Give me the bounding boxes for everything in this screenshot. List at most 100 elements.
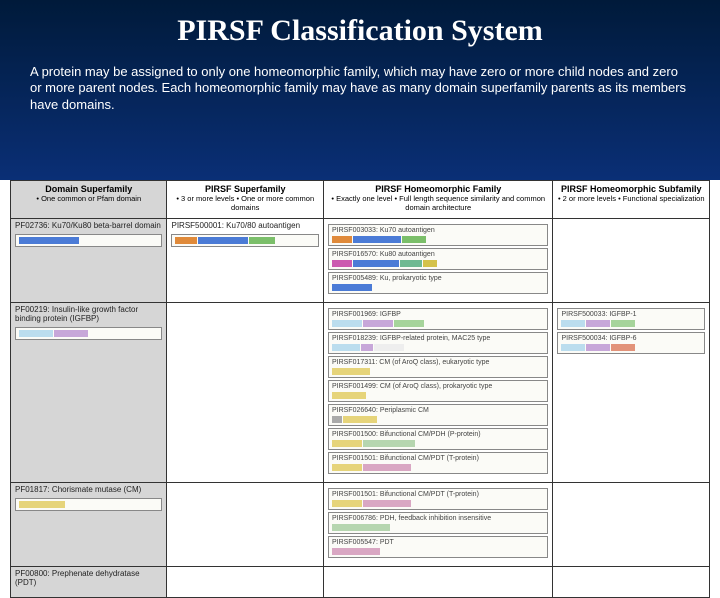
domain-segment	[561, 320, 585, 327]
domain-bar	[332, 368, 545, 375]
domain-segment	[249, 237, 275, 244]
sequence-label: PIRSF018239: IGFBP-related protein, MAC2…	[332, 335, 545, 342]
domain-bar	[561, 320, 701, 327]
domain-segment	[586, 320, 610, 327]
table-row: PF01817: Chorismate mutase (CM) PIRSF0015…	[11, 483, 710, 567]
column-header: PIRSF Homeomorphic Subfamily• 2 or more …	[553, 181, 710, 219]
domain-bar	[332, 416, 545, 423]
sequence-label: PIRSF026640: Periplasmic CM	[332, 407, 545, 414]
sequence-box: PIRSF017311: CM (of AroQ class), eukaryo…	[328, 356, 549, 378]
sequence-box: PIRSF003033: Ku70 autoantigen	[328, 224, 549, 246]
table-cell: PF00219: Insulin-like growth factor bind…	[11, 303, 167, 483]
domain-bar	[332, 464, 545, 471]
sequence-label: PIRSF001501: Bifunctional CM/PDT (T-prot…	[332, 455, 545, 462]
sequence-box	[15, 498, 162, 511]
sequence-box: PIRSF006786: PDH, feedback inhibition in…	[328, 512, 549, 534]
table-row: PF02736: Ku70/Ku80 beta-barrel domain PIR…	[11, 219, 710, 303]
domain-segment	[402, 236, 426, 243]
cell-title: PF00219: Insulin-like growth factor bind…	[15, 306, 162, 324]
domain-bar	[175, 237, 314, 244]
sequence-label: PIRSF500034: IGFBP-6	[561, 335, 701, 342]
sequence-box: PIRSF001500: Bifunctional CM/PDH (P-prot…	[328, 428, 549, 450]
slide-description: A protein may be assigned to only one ho…	[30, 64, 690, 113]
domain-segment	[332, 260, 352, 267]
table-row: PF00800: Prephenate dehydratase (PDT)	[11, 567, 710, 598]
domain-segment	[611, 320, 635, 327]
column-header: PIRSF Homeomorphic Family• Exactly one l…	[323, 181, 553, 219]
domain-segment	[332, 464, 362, 471]
sequence-box	[171, 234, 318, 247]
table-cell	[167, 303, 323, 483]
domain-segment	[353, 236, 401, 243]
sequence-label: PIRSF005547: PDT	[332, 539, 545, 546]
domain-bar	[19, 330, 158, 337]
domain-bar	[332, 500, 545, 507]
table-cell	[167, 567, 323, 598]
sequence-label: PIRSF017311: CM (of AroQ class), eukaryo…	[332, 359, 545, 366]
domain-bar	[19, 237, 158, 244]
sequence-box: PIRSF018239: IGFBP-related protein, MAC2…	[328, 332, 549, 354]
table-cell	[553, 483, 710, 567]
domain-bar	[332, 260, 545, 267]
table-cell	[553, 219, 710, 303]
domain-segment	[363, 440, 415, 447]
domain-segment	[332, 500, 362, 507]
cell-title: PF01817: Chorismate mutase (CM)	[15, 486, 162, 495]
cell-title: PIRSF500001: Ku70/80 autoantigen	[171, 222, 318, 231]
cell-title: PF02736: Ku70/Ku80 beta-barrel domain	[15, 222, 162, 231]
sequence-label: PIRSF001499: CM (of AroQ class), prokary…	[332, 383, 545, 390]
sequence-box: PIRSF026640: Periplasmic CM	[328, 404, 549, 426]
column-header: PIRSF Superfamily• 3 or more levels • On…	[167, 181, 323, 219]
domain-segment	[332, 392, 366, 399]
domain-segment	[586, 344, 610, 351]
sequence-box: PIRSF016570: Ku80 autoantigen	[328, 248, 549, 270]
domain-segment	[19, 330, 53, 337]
domain-segment	[332, 368, 370, 375]
sequence-label: PIRSF001500: Bifunctional CM/PDH (P-prot…	[332, 431, 545, 438]
slide-title: PIRSF Classification System	[30, 14, 690, 48]
domain-segment	[332, 524, 390, 531]
classification-diagram: Domain Superfamily• One common or Pfam d…	[10, 180, 710, 598]
sequence-box: PIRSF500034: IGFBP-6	[557, 332, 705, 354]
sequence-box: PIRSF001969: IGFBP	[328, 308, 549, 330]
table-row: PF00219: Insulin-like growth factor bind…	[11, 303, 710, 483]
domain-segment	[332, 236, 352, 243]
table-cell: PIRSF003033: Ku70 autoantigen PIRSF016570…	[323, 219, 553, 303]
diagram-body: PF02736: Ku70/Ku80 beta-barrel domain PIR…	[11, 219, 710, 598]
domain-segment	[363, 500, 411, 507]
sequence-box: PIRSF001499: CM (of AroQ class), prokary…	[328, 380, 549, 402]
domain-segment	[611, 344, 635, 351]
domain-segment	[363, 464, 411, 471]
domain-segment	[19, 237, 79, 244]
domain-segment	[198, 237, 248, 244]
domain-bar	[332, 524, 545, 531]
sequence-label: PIRSF001501: Bifunctional CM/PDT (T-prot…	[332, 491, 545, 498]
domain-segment	[332, 416, 342, 423]
domain-segment	[343, 416, 377, 423]
domain-segment	[332, 284, 372, 291]
sequence-label: PIRSF001969: IGFBP	[332, 311, 545, 318]
sequence-label: PIRSF006786: PDH, feedback inhibition in…	[332, 515, 545, 522]
domain-segment	[353, 260, 399, 267]
sequence-box: PIRSF001501: Bifunctional CM/PDT (T-prot…	[328, 488, 549, 510]
domain-bar	[332, 320, 545, 327]
sequence-label: PIRSF003033: Ku70 autoantigen	[332, 227, 545, 234]
sequence-box: PIRSF001501: Bifunctional CM/PDT (T-prot…	[328, 452, 549, 474]
domain-bar	[332, 548, 545, 555]
domain-segment	[332, 440, 362, 447]
domain-segment	[394, 320, 424, 327]
domain-segment	[423, 260, 437, 267]
table-cell: PF00800: Prephenate dehydratase (PDT)	[11, 567, 167, 598]
domain-bar	[19, 501, 158, 508]
sequence-box	[15, 234, 162, 247]
domain-segment	[19, 501, 65, 508]
table-cell	[323, 567, 553, 598]
domain-bar	[332, 236, 545, 243]
table-cell: PIRSF500001: Ku70/80 autoantigen	[167, 219, 323, 303]
domain-segment	[332, 548, 380, 555]
table-cell	[553, 567, 710, 598]
sequence-box: PIRSF500033: IGFBP-1	[557, 308, 705, 330]
domain-segment	[363, 320, 393, 327]
domain-segment	[374, 344, 404, 351]
domain-bar	[561, 344, 701, 351]
